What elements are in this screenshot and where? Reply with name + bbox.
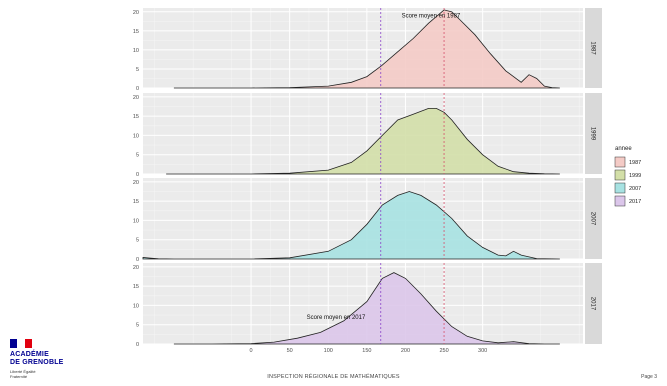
- legend-swatch-2017: [614, 195, 626, 207]
- y-tick-label: 20: [133, 95, 139, 101]
- facet-strip-label: 2017: [590, 297, 596, 311]
- x-tick-label: 200: [401, 348, 410, 354]
- facet-strip: [585, 8, 602, 88]
- facet-panel-2017: 0 5 10 15 20 2017 Score moyen en 2017: [133, 263, 602, 348]
- y-tick-label: 10: [133, 48, 139, 54]
- density-area-1999: [166, 108, 560, 175]
- x-tick-label: 50: [287, 348, 293, 354]
- y-tick-label: 15: [133, 114, 139, 120]
- facet-strip: [585, 178, 602, 259]
- y-tick-label: 20: [133, 180, 139, 186]
- legend-swatch-1987: [614, 156, 626, 168]
- y-tick-label: 15: [133, 284, 139, 290]
- facet-strip: [585, 263, 602, 344]
- academie-name-line2: DE GRENOBLE: [10, 359, 64, 366]
- legend: annee 1987 1999 2007 2017: [614, 146, 641, 207]
- annotation-label: Score moyen en 1987: [402, 14, 461, 20]
- flag-blue-band: [10, 339, 18, 348]
- x-tick-label: 100: [324, 348, 333, 354]
- facet-strip-label: 1999: [590, 127, 596, 141]
- legend-swatch-2007: [614, 182, 626, 194]
- x-tick-label: 0: [250, 348, 253, 354]
- facet-strip-label: 2007: [590, 212, 596, 226]
- y-tick-label: 15: [133, 199, 139, 205]
- y-tick-label: 0: [136, 86, 139, 92]
- flag-white-band: [17, 339, 25, 348]
- density-area-1987: [173, 9, 560, 89]
- facet-strip: [585, 93, 602, 174]
- y-tick-label: 10: [133, 303, 139, 309]
- y-tick-label: 0: [136, 172, 139, 178]
- legend-swatch-1999: [614, 169, 626, 181]
- y-tick-label: 10: [133, 133, 139, 139]
- annotation-label: Score moyen en 2017: [307, 315, 366, 321]
- legend-label-2007: 2007: [629, 186, 641, 192]
- legend-label-1999: 1999: [629, 173, 641, 179]
- y-tick-label: 20: [133, 10, 139, 16]
- y-tick-label: 5: [136, 153, 139, 159]
- facet-panel-2007: 0 5 10 15 20 2007: [133, 178, 602, 263]
- facet-panel-1999: 0 5 10 15 20 1999: [133, 93, 602, 178]
- facet-panel-1987: 0 5 10 15 20 1987 Score moyen en 1987: [133, 8, 602, 92]
- academie-logo: ACADÉMIE DE GRENOBLE Liberté Égalité Fra…: [10, 339, 100, 379]
- y-tick-label: 5: [136, 323, 139, 329]
- legend-title: annee: [615, 146, 632, 152]
- footer-caption: INSPECTION RÉGIONALE DE MATHÉMATIQUES: [267, 374, 400, 380]
- panel-background: [143, 8, 583, 88]
- flag-red-band: [24, 339, 32, 348]
- page-number: Page 3: [641, 374, 657, 380]
- density-area-2017: [173, 272, 560, 345]
- y-tick-label: 20: [133, 265, 139, 271]
- x-tick-label: 300: [478, 348, 487, 354]
- x-tick-label: 150: [362, 348, 371, 354]
- legend-label-1987: 1987: [629, 160, 641, 166]
- facet-strip-label: 1987: [590, 41, 596, 55]
- y-tick-label: 5: [136, 67, 139, 73]
- academie-name-line1: ACADÉMIE: [10, 351, 49, 358]
- y-tick-label: 5: [136, 238, 139, 244]
- density-area-2007: [142, 191, 560, 260]
- y-tick-label: 0: [136, 342, 139, 348]
- legend-label-2017: 2017: [629, 199, 641, 205]
- marianne-flag: [10, 339, 32, 348]
- y-tick-label: 15: [133, 29, 139, 35]
- y-tick-label: 0: [136, 257, 139, 263]
- x-tick-label: 250: [439, 348, 448, 354]
- republic-motto: Liberté Égalité Fraternité: [10, 369, 36, 379]
- y-tick-label: 10: [133, 218, 139, 224]
